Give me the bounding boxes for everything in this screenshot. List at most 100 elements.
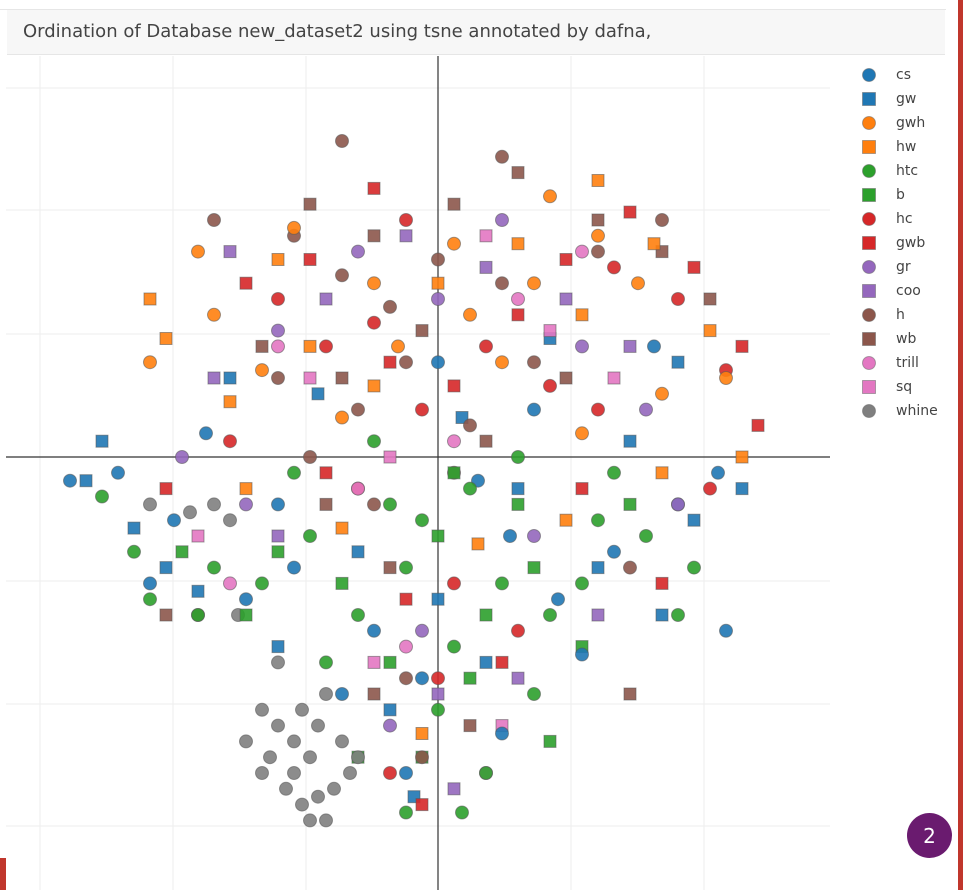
legend-item-gr[interactable]: gr <box>862 255 944 279</box>
data-point-wb <box>335 371 349 385</box>
data-point-gwb <box>687 260 701 274</box>
data-point-coo <box>223 245 237 259</box>
legend-item-gwh[interactable]: gwh <box>862 111 944 135</box>
data-point-htc <box>399 560 413 575</box>
scatter-plot-svg[interactable] <box>6 56 946 890</box>
legend-item-sq[interactable]: sq <box>862 375 944 399</box>
legend-label: wb <box>896 331 917 347</box>
data-point-coo <box>591 608 605 622</box>
legend-item-hc[interactable]: hc <box>862 207 944 231</box>
data-point-wb <box>255 339 269 353</box>
legend-label: gwb <box>896 235 926 251</box>
legend-label: trill <box>896 355 919 371</box>
data-point-cs <box>495 726 509 741</box>
data-point-gw <box>79 474 93 488</box>
data-point-gwb <box>383 355 397 369</box>
data-point-htc <box>543 608 557 622</box>
data-point-h <box>463 418 477 433</box>
data-point-wb <box>479 434 493 448</box>
data-point-whine <box>303 813 317 828</box>
data-point-whine <box>295 797 309 812</box>
data-point-htc <box>479 766 493 780</box>
data-point-gwb <box>399 592 413 606</box>
data-point-htc <box>575 576 589 591</box>
data-point-wb <box>447 197 461 211</box>
data-point-gr <box>495 213 509 227</box>
data-point-hw <box>303 339 317 353</box>
data-point-whine <box>223 513 237 528</box>
data-point-gw <box>455 411 469 424</box>
data-point-hw <box>223 395 237 409</box>
data-point-wb <box>511 166 525 180</box>
data-point-hw <box>415 727 429 740</box>
data-point-gwh <box>191 244 205 259</box>
legend-item-coo[interactable]: coo <box>862 279 944 303</box>
data-point-b <box>527 561 541 575</box>
data-point-coo <box>447 782 461 796</box>
grid-lines <box>6 56 830 890</box>
data-point-h <box>351 402 365 417</box>
legend-marker-circle-icon <box>862 164 876 178</box>
legend[interactable]: cs gw gwh hw htc b hc gwb gr coo h wb trill sq whine <box>862 63 944 423</box>
data-point-gwb <box>559 253 573 266</box>
data-point-coo <box>207 371 221 385</box>
data-point-htc <box>287 465 301 480</box>
legend-marker-circle-icon <box>862 404 876 418</box>
scatter-plot[interactable] <box>6 56 946 890</box>
legend-item-h[interactable]: h <box>862 303 944 327</box>
legend-marker-square-icon <box>862 332 876 346</box>
data-point-cs <box>167 513 181 528</box>
data-point-hw <box>575 308 589 322</box>
data-point-cs <box>527 402 541 417</box>
data-point-hc <box>431 671 445 686</box>
data-point-cs <box>239 592 253 607</box>
data-point-wb <box>415 324 429 338</box>
legend-label: gwh <box>896 115 926 131</box>
data-point-gwb <box>319 466 333 480</box>
data-point-gw <box>591 561 605 575</box>
legend-item-gwb[interactable]: gwb <box>862 231 944 255</box>
data-point-wb <box>559 371 573 385</box>
data-point-hc <box>383 766 397 780</box>
data-point-hc <box>591 402 605 417</box>
legend-item-wb[interactable]: wb <box>862 327 944 351</box>
data-point-coo <box>271 529 285 543</box>
data-point-cs <box>575 647 589 662</box>
legend-item-b[interactable]: b <box>862 183 944 207</box>
data-point-b <box>463 671 477 685</box>
data-point-hw <box>511 237 525 251</box>
data-point-whine <box>335 734 349 749</box>
legend-item-htc[interactable]: htc <box>862 159 944 183</box>
data-point-htc <box>95 489 109 504</box>
data-point-cs <box>367 623 381 638</box>
data-point-cs <box>143 576 157 591</box>
data-point-gwh <box>447 236 461 251</box>
data-point-gw <box>735 482 749 496</box>
notification-badge[interactable]: 2 <box>907 813 952 858</box>
legend-item-hw[interactable]: hw <box>862 135 944 159</box>
data-point-hc <box>399 213 413 227</box>
data-point-cs <box>199 426 213 441</box>
data-point-cs <box>711 465 725 480</box>
data-point-whine <box>183 505 197 520</box>
data-point-gr <box>639 402 653 417</box>
chart-title: Ordination of Database new_dataset2 usin… <box>23 21 652 42</box>
data-point-cs <box>551 592 565 607</box>
data-point-cs <box>335 687 349 701</box>
legend-item-whine[interactable]: whine <box>862 399 944 423</box>
data-point-gwb <box>735 339 749 353</box>
data-point-gwb <box>575 482 589 496</box>
data-point-sq <box>303 371 317 385</box>
data-point-hw <box>143 292 157 306</box>
data-point-hw <box>655 466 669 480</box>
legend-item-trill[interactable]: trill <box>862 351 944 375</box>
data-point-h <box>271 371 285 385</box>
legend-item-cs[interactable]: cs <box>862 63 944 87</box>
legend-item-gw[interactable]: gw <box>862 87 944 111</box>
data-point-b <box>383 655 397 669</box>
data-point-htc <box>207 560 221 575</box>
data-point-b <box>335 576 349 590</box>
title-bar: Ordination of Database new_dataset2 usin… <box>7 10 945 55</box>
data-point-hw <box>559 513 573 527</box>
data-point-gw <box>191 584 205 598</box>
